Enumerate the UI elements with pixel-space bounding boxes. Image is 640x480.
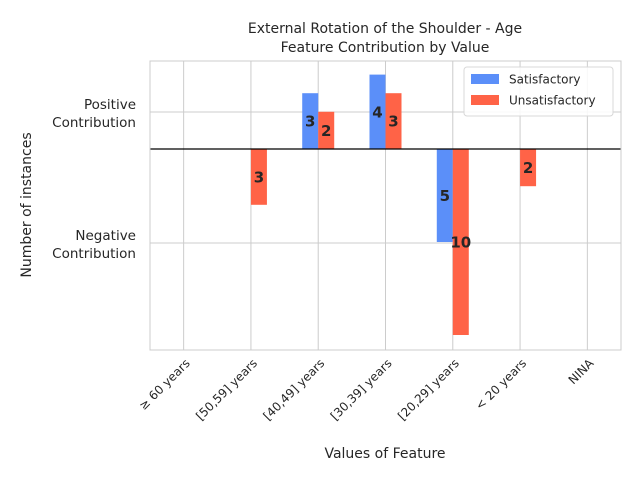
plot-frame bbox=[149, 60, 622, 351]
legend-label-satisfactory: Satisfactory bbox=[509, 73, 581, 87]
x-axis-label: Values of Feature bbox=[324, 446, 445, 462]
data-label-unsatisfactory-3: 3 bbox=[388, 113, 398, 131]
data-label-satisfactory-2: 3 bbox=[305, 113, 315, 131]
legend-label-unsatisfactory: Unsatisfactory bbox=[509, 94, 596, 108]
x-tick-label: ≥ 60 years bbox=[136, 356, 193, 413]
bars bbox=[250, 74, 537, 335]
data-label-unsatisfactory-4: 10 bbox=[450, 234, 471, 252]
y-tick-labels: Positive Contribution Negative Contribution bbox=[52, 97, 136, 262]
legend-swatch-satisfactory bbox=[471, 74, 499, 84]
data-label-satisfactory-3: 4 bbox=[372, 103, 382, 121]
data-label-unsatisfactory-5: 2 bbox=[523, 159, 533, 177]
chart-title: External Rotation of the Shoulder - Age bbox=[248, 21, 522, 37]
legend-box bbox=[463, 66, 614, 117]
legend: Satisfactory Unsatisfactory bbox=[463, 66, 614, 117]
bar-unsatisfactory-3 bbox=[385, 93, 402, 149]
bar-unsatisfactory-1 bbox=[250, 149, 267, 205]
x-tick-label: [50,59] years bbox=[193, 356, 260, 423]
bar-satisfactory-2 bbox=[302, 93, 319, 149]
bar-unsatisfactory-4 bbox=[452, 149, 469, 335]
data-label-satisfactory-4: 5 bbox=[440, 187, 450, 205]
x-tick-label: < 20 years bbox=[473, 356, 530, 413]
bar-satisfactory-4 bbox=[436, 149, 453, 242]
x-tick-labels: ≥ 60 years [50,59] years [40,49] years [30,… bbox=[136, 356, 597, 423]
x-tick-label: [30,39] years bbox=[328, 356, 395, 423]
bar-unsatisfactory-2 bbox=[318, 111, 335, 149]
y-tick-label: Negative Contribution bbox=[52, 228, 136, 262]
bar-unsatisfactory-5 bbox=[520, 149, 537, 187]
chart-subtitle: Feature Contribution by Value bbox=[281, 40, 490, 56]
x-tick-label: NINA bbox=[566, 356, 597, 387]
bar-satisfactory-3 bbox=[369, 74, 386, 149]
x-tick-label: [40,49] years bbox=[260, 356, 327, 423]
x-tick-label: [20,29] years bbox=[395, 356, 462, 423]
data-label-unsatisfactory-1: 3 bbox=[254, 168, 264, 186]
y-tick-label: Positive Contribution bbox=[52, 97, 136, 131]
y-axis-label: Number of instances bbox=[19, 132, 35, 277]
legend-swatch-unsatisfactory bbox=[471, 95, 499, 105]
data-label-unsatisfactory-2: 2 bbox=[321, 122, 331, 140]
